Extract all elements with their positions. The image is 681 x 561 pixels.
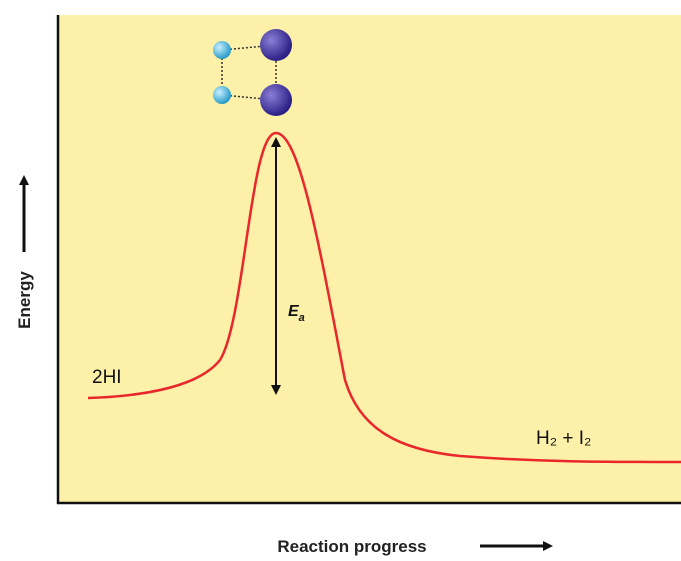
- activation-energy-label: Ea: [288, 303, 305, 324]
- energy-curve: [87, 131, 681, 464]
- product-label: H₂ + I₂: [536, 428, 591, 449]
- reactant-label: 2HI: [92, 367, 122, 388]
- y-axis-label: Energy: [15, 271, 34, 329]
- transition-state-molecule: [213, 29, 292, 116]
- ea-subscript: a: [299, 312, 305, 324]
- x-axis-label: Reaction progress: [277, 537, 426, 556]
- ea-symbol: E: [288, 303, 300, 320]
